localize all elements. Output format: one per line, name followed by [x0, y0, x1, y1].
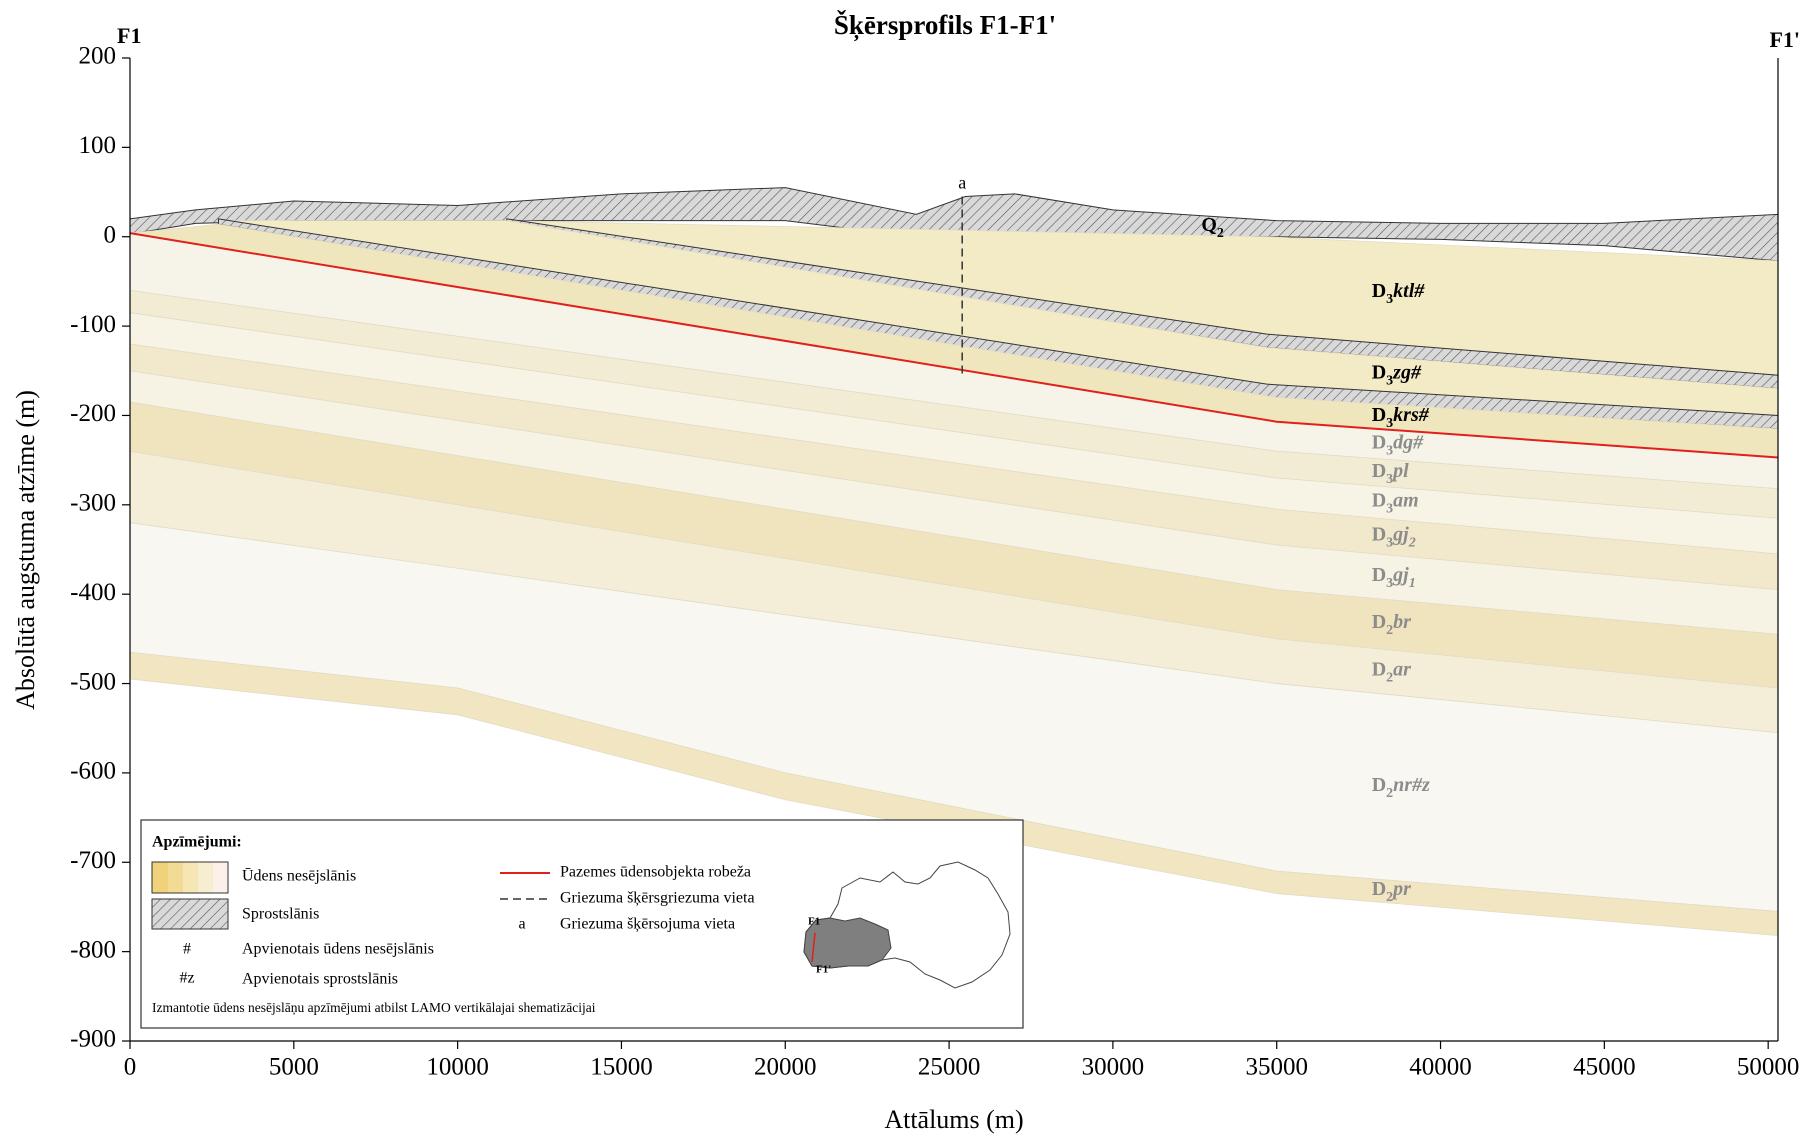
x-tick-label: 10000: [426, 1054, 489, 1081]
layer-label-part: D: [1372, 280, 1386, 302]
layer-label-part: zg#: [1392, 361, 1422, 383]
y-axis-title: Absolūtā augstuma atzīme (m): [11, 390, 40, 710]
legend-label: Pazemes ūdensobjekta robeža: [560, 864, 751, 881]
y-tick-label: 0: [104, 221, 117, 248]
layer-label-part: Q: [1201, 214, 1217, 236]
x-tick-label: 40000: [1409, 1054, 1472, 1081]
legend-label: Griezuma šķērsgriezuma vieta: [560, 890, 755, 907]
legend-label: Apvienotais ūdens nesējslānis: [242, 941, 434, 958]
x-tick-label: 35000: [1245, 1054, 1308, 1081]
layer-label-part: 2: [1408, 535, 1416, 550]
aquifer-swatch: [152, 862, 228, 893]
layer-label-part: 3: [1386, 292, 1393, 307]
layer-label-part: am: [1393, 489, 1419, 511]
layer-label-part: gj: [1392, 563, 1409, 585]
layer-label-part: gj: [1392, 523, 1409, 545]
layer-label-part: 3: [1386, 535, 1393, 550]
layer-label-part: D: [1372, 773, 1386, 795]
y-tick-label: -600: [70, 758, 116, 785]
y-tick-label: 100: [79, 132, 117, 159]
aquitard-swatch: [152, 899, 228, 929]
map-label: F1': [816, 964, 831, 976]
x-tick-label: 15000: [590, 1054, 653, 1081]
legend-symbol: #: [183, 941, 191, 958]
x-tick-label: 5000: [269, 1054, 319, 1081]
legend-label: Apvienotais sprostslānis: [242, 971, 398, 988]
layer-label-part: 2: [1386, 670, 1393, 685]
layer-label-part: D: [1372, 489, 1386, 511]
layer-label-part: D: [1372, 658, 1386, 680]
layer-label-part: dg#: [1393, 431, 1424, 453]
section-start-label: F1: [117, 23, 141, 48]
x-tick-label: 50000: [1737, 1054, 1800, 1081]
layer-label-part: ar: [1393, 658, 1411, 680]
layer-label-part: 2: [1386, 786, 1393, 801]
layer-label-part: 1: [1409, 576, 1416, 591]
layer-label-part: D: [1372, 523, 1386, 545]
y-tick-label: -200: [70, 400, 116, 427]
y-tick-label: -500: [70, 668, 116, 695]
legend-symbol: a: [518, 916, 525, 933]
layer-label-part: D: [1372, 563, 1386, 585]
legend-label: Sprostslānis: [242, 906, 319, 923]
legend-title: Apzīmējumi:: [152, 834, 242, 851]
layer-label-part: 2: [1217, 226, 1224, 241]
legend-label: Ūdens nesējslānis: [242, 868, 356, 885]
layer-label-part: 3: [1386, 416, 1393, 431]
layer-label-part: pr: [1391, 878, 1411, 900]
layer-label-part: pl: [1391, 460, 1409, 482]
y-tick-label: -700: [70, 847, 116, 874]
legend-note: Izmantotie ūdens nesējslāņu apzīmējumi a…: [152, 1000, 596, 1015]
layer-label-part: ktl#: [1393, 280, 1425, 302]
layer-label-part: 2: [1386, 890, 1393, 905]
layer-label-part: 3: [1386, 501, 1393, 516]
legend: Apzīmējumi: Ūdens nesējslānis Sprostslān…: [141, 820, 1023, 1028]
chart-title: Šķērsprofils F1-F1': [834, 10, 1056, 42]
layer-label-part: br: [1393, 611, 1411, 633]
x-tick-label: 20000: [754, 1054, 817, 1081]
y-tick-label: 200: [79, 43, 117, 70]
layer-label-part: D: [1372, 460, 1386, 482]
legend-label: Griezuma šķērsojuma vieta: [560, 916, 735, 933]
x-tick-label: 30000: [1082, 1054, 1145, 1081]
layer-label-part: krs#: [1393, 404, 1430, 426]
section-marker-label: a: [958, 173, 966, 193]
layer-label-part: 3: [1386, 443, 1393, 458]
y-tick-label: -800: [70, 936, 116, 963]
x-axis-title: Attālums (m): [884, 1105, 1023, 1134]
layer-label-part: 2: [1386, 623, 1393, 638]
layer-label-part: nr#z: [1393, 773, 1430, 795]
y-tick-label: -100: [70, 311, 116, 338]
layer-label-part: 3: [1386, 576, 1393, 591]
layer-label-part: D: [1372, 404, 1386, 426]
legend-symbol: #z: [179, 970, 194, 987]
layer-label-part: 3: [1386, 373, 1393, 388]
x-tick-label: 25000: [918, 1054, 981, 1081]
y-tick-label: -300: [70, 490, 116, 517]
x-tick-label: 0: [124, 1054, 137, 1081]
x-tick-label: 45000: [1573, 1054, 1636, 1081]
layer-label-part: D: [1372, 361, 1386, 383]
map-label: F1: [808, 916, 820, 928]
y-tick-label: -900: [70, 1026, 116, 1053]
y-tick-label: -400: [70, 579, 116, 606]
layer-label-part: D: [1372, 878, 1386, 900]
chart: aQ2D3ktl#D3zg#D3krs#D3dg#D3plD3amD3gj2D3…: [0, 0, 1807, 1140]
layer-label-part: 3: [1386, 472, 1393, 487]
section-end-label: F1': [1769, 27, 1800, 52]
layer-label-part: D: [1372, 431, 1386, 453]
layer-label-part: D: [1372, 611, 1386, 633]
